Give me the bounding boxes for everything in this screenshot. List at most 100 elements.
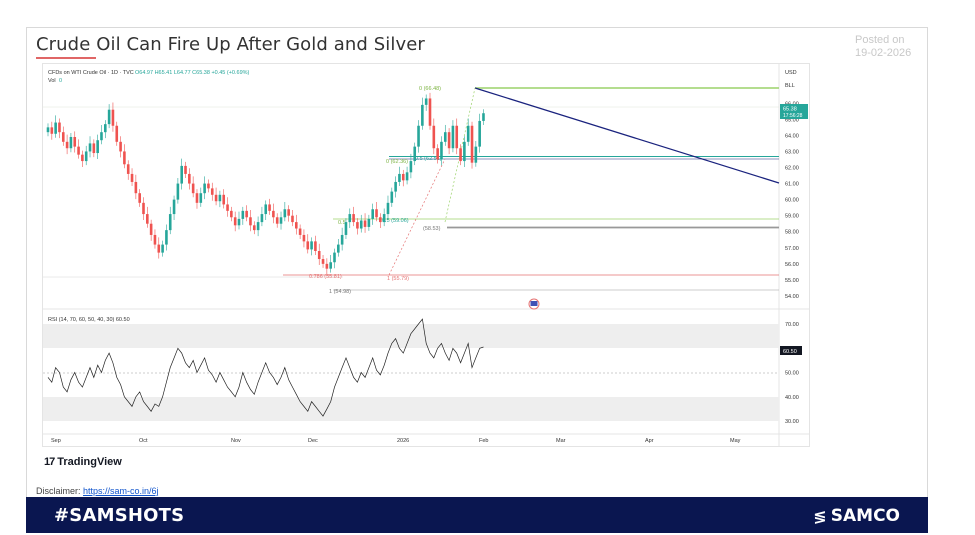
candle-body (230, 210, 233, 218)
candle-body (321, 259, 325, 264)
time-tick-label: Oct (139, 438, 148, 444)
footer-brand-label: SAMCO (830, 506, 900, 526)
candle-body (401, 173, 405, 181)
candle-body (61, 132, 65, 142)
candle-body (379, 217, 382, 223)
fib-label-0786: 0.786 (55.81) (309, 274, 342, 280)
samco-logo-icon: ≶ (813, 506, 827, 526)
candle-body (329, 262, 332, 269)
candle-body (203, 183, 206, 194)
price-axis[interactable]: 54.00 55.00 56.00 57.00 58.00 59.00 60.00 61.00… (785, 101, 799, 300)
candle-body (428, 98, 432, 126)
candle-body (459, 148, 462, 162)
candle-body (252, 225, 256, 231)
ohlc-line: O64.97 H65.41 L64.77 C65.38 +0.45 (+0.69… (135, 70, 250, 76)
candle-body (352, 214, 355, 223)
candle-body (333, 252, 336, 263)
candle-body (295, 222, 298, 229)
time-tick-label: Nov (231, 438, 241, 444)
candle-body (245, 210, 248, 218)
vol-value: 0 (59, 78, 62, 84)
rsi-layer (47, 318, 484, 417)
candle-body (340, 234, 344, 245)
candle-body (356, 222, 359, 229)
candle-body (176, 183, 180, 200)
candle-body (359, 220, 363, 229)
fib-label-58-53: (58.53) (423, 226, 441, 232)
candle-body (172, 199, 176, 215)
tradingview-label: TradingView (57, 456, 122, 468)
candle-body (260, 214, 264, 223)
candle-body (451, 125, 455, 149)
candle-body (363, 220, 367, 227)
price-badge (780, 104, 808, 119)
candle-body (69, 136, 73, 149)
candle-body (92, 143, 96, 154)
candle-body (394, 181, 397, 192)
candle-body (390, 191, 394, 203)
candle-body (405, 172, 409, 181)
candle-body (310, 241, 313, 250)
price-tick-label: 62.00 (785, 166, 799, 172)
candle-body (317, 251, 321, 260)
tradingview-mark-icon: 17 (44, 456, 55, 468)
candle-body (314, 241, 317, 252)
chart-container[interactable]: CFDs on WTI Crude Oil · 1D · TVC O64.97 … (42, 63, 810, 447)
candle-body (337, 244, 340, 253)
candle-body (88, 143, 92, 152)
candle-body (386, 202, 390, 215)
candle-body (207, 183, 210, 189)
price-tick-label: 55.00 (785, 278, 799, 284)
candle-body (249, 217, 252, 226)
candle-body (161, 244, 164, 253)
time-tick-label: 2026 (397, 438, 409, 444)
candle-body (409, 161, 413, 173)
fib-label-05-small: 0.5 (338, 220, 346, 226)
candle-body (100, 132, 103, 141)
candle-body (233, 217, 237, 226)
time-axis[interactable]: Sep Oct Nov Dec 2026 Feb Mar Apr May (51, 438, 741, 444)
price-badge-value: 65.38 (783, 107, 797, 113)
price-tick-label: 56.00 (785, 262, 799, 268)
posted-label: Posted on (855, 34, 905, 46)
posted-date: 19-02-2026 (855, 47, 912, 59)
price-tick-label: 65.00 (785, 117, 799, 123)
fib-label-0-62: 0 (62.36) (386, 159, 408, 165)
tradingview-logo: 17 TradingView (44, 456, 122, 468)
candle-body (375, 209, 378, 218)
candle-body (180, 165, 183, 184)
candle-body (371, 209, 374, 219)
posted-info: Posted on 19-02-2026 (855, 34, 911, 60)
currency-label: USD (785, 70, 797, 76)
rsi-line (47, 318, 484, 417)
candle-body (291, 215, 294, 223)
candle-body (287, 209, 290, 216)
candle-body (58, 122, 61, 133)
candle-body (84, 151, 88, 162)
chart-svg[interactable]: CFDs on WTI Crude Oil · 1D · TVC O64.97 … (43, 64, 809, 446)
candle-body (149, 223, 153, 235)
candle-body (188, 173, 191, 184)
rsi-badge-value: 60.50 (783, 349, 797, 355)
candle-body (119, 141, 122, 152)
unit-label: BLL (785, 83, 795, 89)
rsi-band-upper (43, 324, 779, 348)
footer-bar: #SAMSHOTS ≶ SAMCO (26, 497, 928, 533)
candle-body (214, 194, 218, 202)
footer-brand: ≶ SAMCO (813, 506, 900, 526)
fib-label-05-59: 0.5 (59.06) (382, 218, 409, 224)
disclaimer-link[interactable]: https://sam-co.in/6j (83, 486, 159, 496)
candle-body (302, 234, 306, 242)
candle-body (463, 141, 466, 162)
candle-body (325, 263, 329, 269)
trendline (474, 87, 780, 184)
candle-body (165, 230, 168, 245)
candle-body (417, 125, 420, 147)
candle-body (77, 146, 80, 155)
candle-body (440, 141, 443, 160)
candle-body (123, 151, 126, 165)
candle-body (382, 214, 386, 223)
fib-label-1-54-98: 1 (54.98) (329, 289, 351, 295)
candle-body (241, 210, 245, 219)
